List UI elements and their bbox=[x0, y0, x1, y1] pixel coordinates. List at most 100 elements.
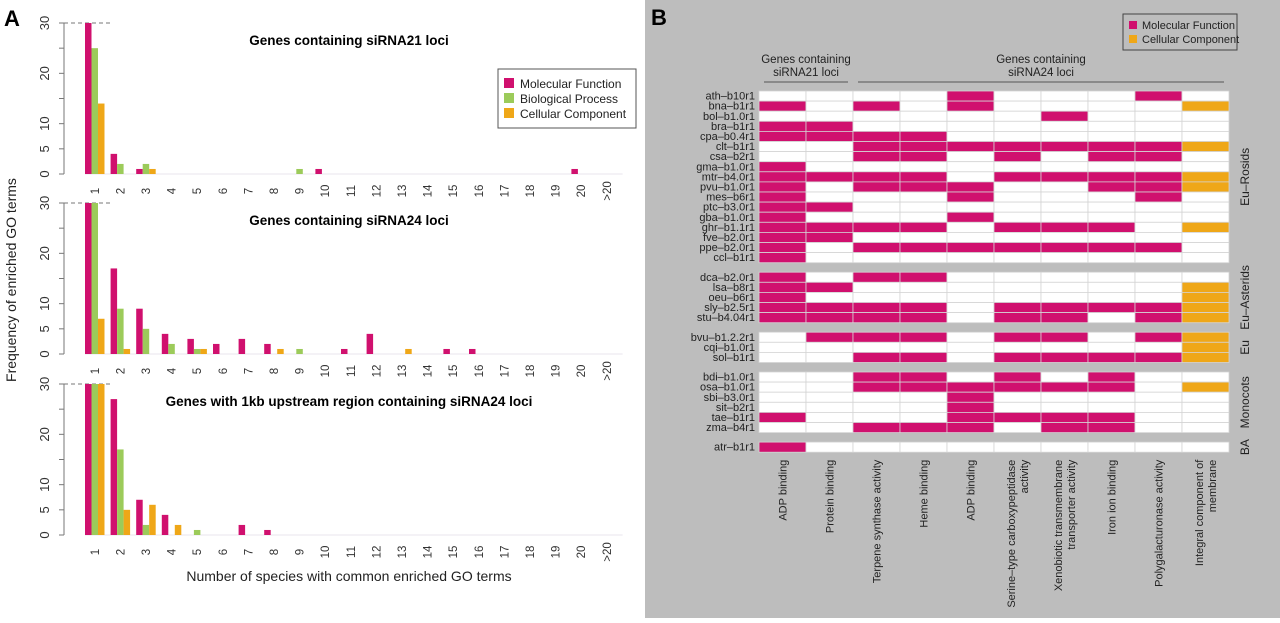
heatmap-cell bbox=[1087, 252, 1136, 264]
heatmap-cell bbox=[805, 291, 854, 303]
bar-molecular-function bbox=[187, 338, 194, 354]
heatmap-cell bbox=[1040, 411, 1089, 423]
group-label: BA bbox=[1238, 439, 1252, 455]
heatmap-cell bbox=[993, 130, 1042, 142]
heatmap-cell bbox=[1181, 312, 1230, 324]
row-label: ath–b10r1 bbox=[705, 91, 755, 103]
heatmap-cell bbox=[1181, 422, 1230, 434]
heatmap-cell bbox=[852, 341, 901, 353]
heatmap-grid: ath–b10r1bna–b1r1bol–b1.0r1bra–b1r1cpa–b… bbox=[691, 91, 1252, 456]
heatmap-cell bbox=[852, 141, 901, 153]
heatmap-cell bbox=[758, 90, 807, 102]
heatmap-cell bbox=[852, 221, 901, 233]
heatmap-cell bbox=[946, 391, 995, 403]
x-tick-label: 7 bbox=[243, 188, 255, 194]
heatmap-cell bbox=[1181, 221, 1230, 233]
heatmap-cell bbox=[899, 141, 948, 153]
bar-cellular-component bbox=[200, 348, 207, 354]
x-tick-label: 8 bbox=[269, 188, 281, 194]
x-tick-label: 15 bbox=[448, 546, 460, 559]
heatmap-cell bbox=[1181, 181, 1230, 193]
heatmap-cell bbox=[899, 252, 948, 264]
heatmap-cell bbox=[758, 291, 807, 303]
heatmap-cell bbox=[1181, 411, 1230, 423]
x-tick-label: 6 bbox=[218, 368, 230, 374]
heatmap-cell bbox=[993, 100, 1042, 112]
heatmap-cell bbox=[899, 151, 948, 163]
y-tick-label: 30 bbox=[37, 377, 52, 391]
heatmap-cell bbox=[1134, 191, 1183, 203]
heatmap-cell bbox=[1040, 100, 1089, 112]
bar-cellular-component bbox=[149, 168, 156, 174]
heatmap-cell bbox=[1040, 401, 1089, 413]
y-axis-label: Frequency of enriched GO terms bbox=[3, 178, 19, 382]
heatmap-cell bbox=[993, 371, 1042, 383]
x-tick-label: 16 bbox=[474, 546, 486, 559]
bar-molecular-function bbox=[443, 348, 450, 354]
y-tick-label: 20 bbox=[37, 427, 52, 441]
heatmap-cell bbox=[1040, 141, 1089, 153]
group-label: Eu–Rosids bbox=[1238, 148, 1252, 206]
bar-cellular-component bbox=[123, 348, 131, 354]
heatmap-cell bbox=[805, 281, 854, 293]
heatmap-cell bbox=[852, 90, 901, 102]
heatmap-cell bbox=[993, 110, 1042, 122]
heatmap-cell bbox=[946, 341, 995, 353]
heatmap-cell bbox=[1181, 231, 1230, 243]
heatmap-cell bbox=[1181, 441, 1230, 453]
x-tick-label: 14 bbox=[423, 184, 435, 197]
bar-biological-process bbox=[117, 163, 124, 174]
heatmap-cell bbox=[852, 281, 901, 293]
panel-b-heatmap: B ath–b10r1 bna–b1r1 bol–b1.0r1 bra–b1r1 cpa… bbox=[645, 0, 1280, 618]
heatmap-cell bbox=[1040, 351, 1089, 363]
row-label: sbi–b3.0r1 bbox=[704, 392, 755, 404]
heatmap-cell bbox=[1181, 130, 1230, 142]
heatmap-cell bbox=[1181, 90, 1230, 102]
heatmap-cell bbox=[899, 231, 948, 243]
bar-biological-process bbox=[91, 48, 98, 174]
row-label: csa–b2r1 bbox=[710, 151, 755, 163]
x-tick-label: 8 bbox=[269, 549, 281, 555]
row-label: ccl–b1r1 bbox=[713, 252, 755, 264]
heatmap-cell bbox=[758, 201, 807, 213]
heatmap-cell bbox=[1181, 161, 1230, 173]
heatmap-cell bbox=[852, 371, 901, 383]
bar-molecular-function bbox=[264, 529, 271, 535]
y-tick-label: 0 bbox=[37, 170, 52, 177]
legend-swatch bbox=[504, 78, 514, 88]
row-label: gma–b1.0r1 bbox=[696, 161, 755, 173]
column-group-label: siRNA21 loci bbox=[773, 67, 839, 79]
heatmap-cell bbox=[1134, 161, 1183, 173]
heatmap-cell bbox=[946, 281, 995, 293]
heatmap-cell bbox=[1040, 252, 1089, 264]
heatmap-cell bbox=[805, 161, 854, 173]
heatmap-cell bbox=[1087, 120, 1136, 132]
legend-swatch bbox=[504, 108, 514, 118]
heatmap-cell bbox=[805, 371, 854, 383]
heatmap-cell bbox=[852, 441, 901, 453]
heatmap-cell bbox=[993, 381, 1042, 393]
heatmap-cell bbox=[993, 191, 1042, 203]
heatmap-cell bbox=[1134, 281, 1183, 293]
y-tick-label: 10 bbox=[37, 296, 52, 310]
heatmap-cell bbox=[852, 211, 901, 223]
panel-a-letter: A bbox=[4, 6, 20, 31]
chart-title: Genes with 1kb upstream region containin… bbox=[166, 394, 533, 409]
row-label: tae–b1r1 bbox=[712, 412, 755, 424]
heatmap-cell bbox=[1040, 271, 1089, 283]
y-tick-label: 0 bbox=[37, 531, 52, 538]
bar-biological-process bbox=[296, 348, 303, 354]
bar-cellular-component bbox=[98, 384, 105, 535]
row-label: bvu–b1.2.2r1 bbox=[691, 332, 755, 344]
column-label: Serine–type carboxypeptidase bbox=[1006, 460, 1018, 608]
heatmap-cell bbox=[852, 161, 901, 173]
heatmap-cell bbox=[1134, 90, 1183, 102]
heatmap-cell bbox=[1087, 351, 1136, 363]
bar-biological-process bbox=[168, 343, 175, 354]
bar-molecular-function bbox=[161, 333, 169, 354]
heatmap-cell bbox=[758, 231, 807, 243]
heatmap-cell bbox=[1087, 110, 1136, 122]
y-tick-label: 5 bbox=[37, 145, 52, 152]
heatmap-cell bbox=[899, 100, 948, 112]
